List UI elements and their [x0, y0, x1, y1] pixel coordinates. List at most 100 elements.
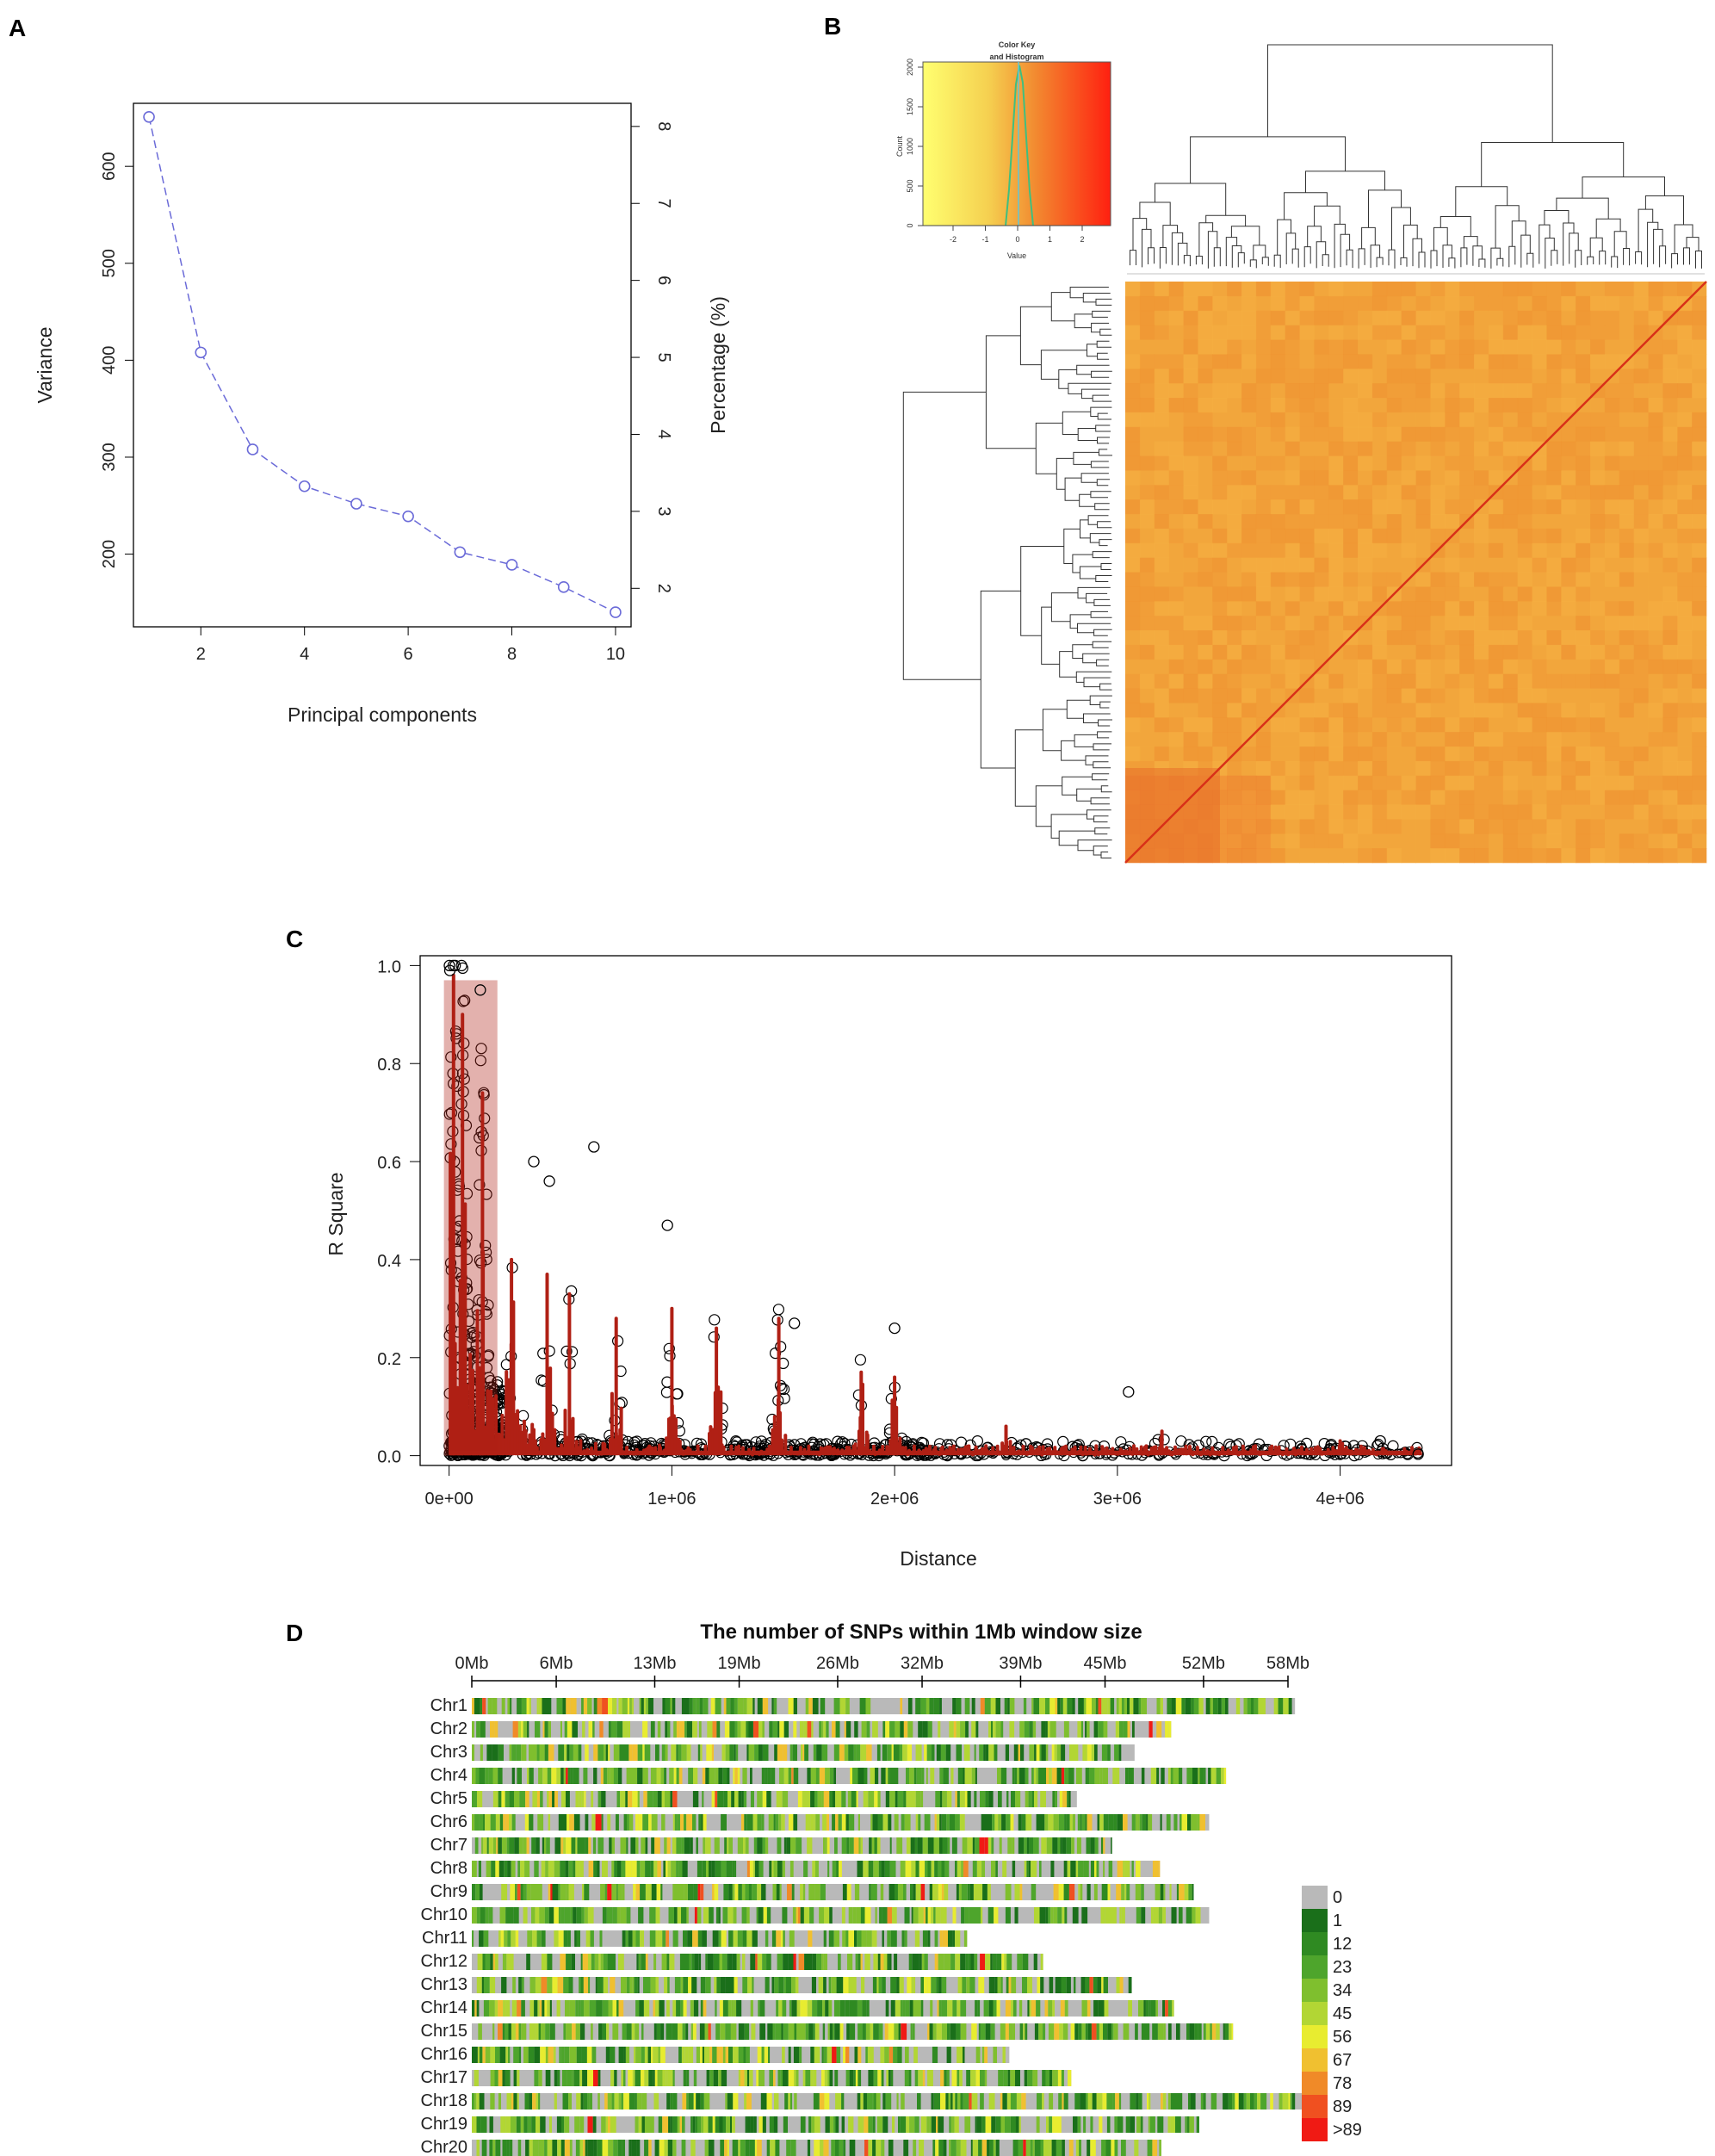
y-tick-label: 600 — [100, 152, 119, 180]
heatmap-cell — [1445, 470, 1460, 486]
heatmap-cell — [1604, 659, 1620, 675]
snp-window — [499, 1907, 506, 1924]
heatmap-cell — [1445, 775, 1460, 791]
heatmap-cell — [1474, 688, 1489, 703]
dendrogram-branch — [1097, 352, 1110, 360]
snp-window — [906, 1768, 909, 1784]
heatmap-cell — [1314, 790, 1329, 805]
heatmap-cell — [1139, 485, 1155, 500]
heatmap-cell — [1474, 282, 1489, 297]
snp-window — [642, 1721, 648, 1738]
snp-window — [558, 1744, 565, 1761]
heatmap-cell — [1692, 310, 1707, 326]
heatmap-cell — [1212, 398, 1228, 413]
snp-window — [738, 1884, 742, 1900]
snp-window — [856, 1791, 858, 1807]
snp-window — [866, 1744, 872, 1761]
snp-window — [939, 1698, 942, 1714]
color-key-y-tick-label: 1500 — [906, 98, 914, 115]
heatmap-cell — [1561, 659, 1576, 675]
snp-window — [877, 1791, 881, 1807]
heatmap-cell — [1125, 542, 1141, 559]
snp-window — [762, 1837, 765, 1854]
r-square-point — [1318, 1437, 1330, 1450]
snp-window — [766, 1791, 771, 1807]
heatmap-cell — [1619, 572, 1635, 587]
snp-window — [881, 1861, 885, 1877]
variance-point — [298, 480, 311, 493]
heatmap-cell — [1648, 310, 1663, 326]
snp-window — [493, 1837, 497, 1854]
heatmap-cell — [1139, 426, 1155, 443]
snp-window — [1121, 1884, 1125, 1900]
heatmap-cell — [1386, 775, 1402, 791]
snp-window — [1031, 1861, 1037, 1877]
heatmap-cell — [1168, 369, 1184, 384]
heatmap-cell — [1474, 747, 1489, 762]
snp-window — [587, 1698, 592, 1714]
heatmap-cell — [1488, 819, 1504, 834]
heatmap-cell — [1474, 804, 1489, 820]
snp-window — [684, 1837, 690, 1854]
snp-window — [656, 1884, 661, 1900]
heatmap-cell — [1517, 282, 1532, 297]
heatmap-cell — [1459, 572, 1475, 587]
heatmap-cell — [1576, 499, 1591, 515]
snp-window — [935, 1907, 941, 1924]
snp-window — [805, 1814, 811, 1831]
snp-window — [1006, 1791, 1009, 1807]
snp-window — [815, 1861, 819, 1877]
heatmap-cell — [1590, 339, 1606, 355]
heatmap-cell — [1328, 819, 1344, 834]
heatmap-cell — [1255, 586, 1272, 602]
heatmap-cell — [1343, 485, 1359, 500]
dendrogram-branch — [1050, 292, 1075, 322]
snp-window — [696, 1837, 698, 1854]
snp-window — [502, 1837, 507, 1854]
heatmap-cell — [1358, 426, 1373, 443]
heatmap-cell — [1677, 688, 1693, 703]
heatmap-cell — [1546, 441, 1562, 456]
snp-window — [1153, 1907, 1159, 1924]
heatmap-cell — [1255, 354, 1272, 369]
snp-window — [1000, 1768, 1007, 1784]
heatmap-cell — [1255, 790, 1272, 805]
dendrogram-branch — [1403, 224, 1418, 258]
snp-window — [848, 1907, 853, 1924]
heatmap-cell — [1415, 282, 1431, 297]
snp-window — [1210, 1698, 1213, 1714]
heatmap-cell — [1415, 630, 1431, 646]
snp-window — [607, 1814, 611, 1831]
dendrogram-branch — [1582, 177, 1665, 199]
heatmap-cell — [1299, 455, 1315, 471]
snp-window — [860, 1907, 865, 1924]
heatmap-cell — [1212, 470, 1228, 486]
snp-window — [1139, 1814, 1142, 1831]
heatmap-cell — [1183, 441, 1198, 456]
snp-window — [571, 1837, 576, 1854]
heatmap-cell — [1255, 747, 1272, 762]
heatmap-cell — [1576, 775, 1591, 791]
snp-window — [1069, 1814, 1073, 1831]
heatmap-cell — [1474, 586, 1489, 602]
snp-window — [803, 1907, 810, 1924]
snp-window — [513, 1907, 519, 1924]
heatmap-cell — [1488, 499, 1504, 515]
heatmap-cell — [1270, 542, 1286, 559]
heatmap-cell — [1546, 586, 1562, 602]
heatmap-cell — [1125, 572, 1141, 587]
heatmap-cell — [1125, 732, 1141, 747]
heatmap-cell — [1401, 455, 1416, 471]
snp-density-title: The number of SNPs within 1Mb window siz… — [700, 1620, 1142, 1644]
heatmap-cell — [1343, 412, 1359, 428]
snp-window — [705, 1837, 711, 1854]
snp-window — [1064, 1814, 1067, 1831]
heatmap-cell — [1692, 354, 1707, 369]
snp-window — [880, 1884, 884, 1900]
heatmap-cell — [1299, 499, 1315, 515]
snp-window — [610, 1768, 614, 1784]
heatmap-cell — [1401, 833, 1416, 849]
heatmap-cell — [1139, 542, 1155, 559]
snp-window — [1011, 1791, 1016, 1807]
heatmap-cell — [1314, 760, 1329, 777]
